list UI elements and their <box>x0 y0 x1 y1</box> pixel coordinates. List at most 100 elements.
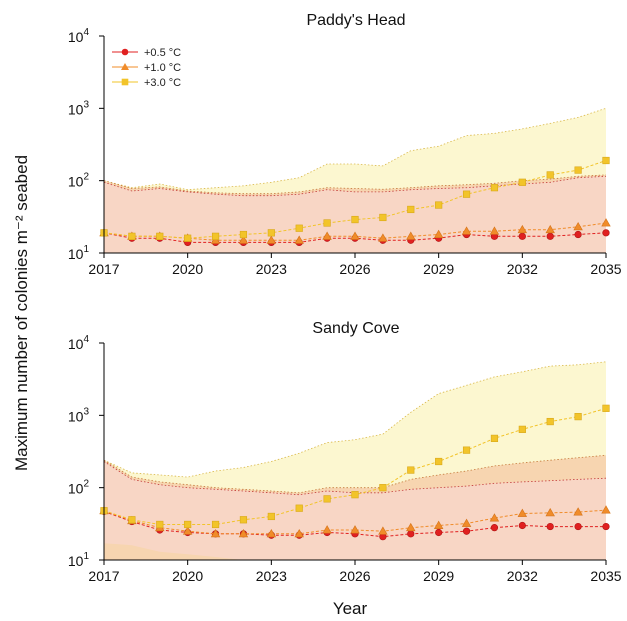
data-point <box>490 184 499 192</box>
x-tick-label: 2017 <box>88 261 119 277</box>
panel-sandy-cove: Sandy Cove 2017 2020 2023 2026 2029 2032 2035 1… <box>68 320 622 584</box>
x-tick-label: 2020 <box>172 261 203 277</box>
data-point <box>546 171 554 179</box>
confidence-bands <box>103 361 607 560</box>
data-point <box>461 226 472 235</box>
data-point <box>378 233 388 242</box>
data-point <box>266 529 277 538</box>
data-point <box>294 529 304 538</box>
x-tick-label: 2029 <box>423 568 454 584</box>
data-point <box>517 224 528 234</box>
data-point <box>156 520 164 529</box>
x-tick-label: 2029 <box>423 261 454 277</box>
data-point <box>574 413 582 421</box>
data-point <box>182 526 193 535</box>
data-point <box>489 226 500 235</box>
data-point <box>489 513 500 522</box>
data-point <box>406 231 416 240</box>
data-point <box>601 218 611 227</box>
data-point <box>323 219 331 227</box>
data-point <box>128 232 136 240</box>
series-lines <box>99 404 611 541</box>
data-point <box>545 507 555 517</box>
y-tick-exponent: 3 <box>83 406 89 417</box>
data-point <box>546 417 554 426</box>
x-tick-label: 2017 <box>88 568 119 584</box>
data-point <box>211 520 220 529</box>
data-point <box>295 504 303 512</box>
data-point <box>322 525 332 534</box>
data-point <box>490 434 499 442</box>
data-point <box>462 527 471 535</box>
data-point <box>378 526 388 535</box>
data-point <box>184 520 192 529</box>
data-point <box>379 213 387 222</box>
legend-label: +0.5 °C <box>144 47 181 59</box>
band-05c <box>104 176 606 253</box>
x-tick-label: 2023 <box>256 261 287 277</box>
y-axis-label: Maximum number of colonies m⁻² seabed <box>12 155 31 471</box>
data-point <box>239 230 248 239</box>
legend: +0.5 °C +1.0 °C +3.0 °C <box>112 47 181 89</box>
data-point <box>184 234 192 242</box>
x-tick-label: 2035 <box>590 568 621 584</box>
y-tick-exponent: 4 <box>83 27 89 38</box>
data-point <box>574 166 582 174</box>
data-point <box>602 404 610 412</box>
data-point <box>322 231 332 240</box>
series-lines <box>99 156 611 247</box>
panel-title: Paddy's Head <box>306 12 405 29</box>
data-point <box>602 229 610 237</box>
data-point <box>435 457 443 466</box>
x-tick-label: 2032 <box>507 568 538 584</box>
x-tick-label: 2023 <box>256 568 287 584</box>
data-point <box>573 222 583 231</box>
data-point <box>351 491 359 499</box>
y-tick-base: 10 <box>68 29 84 45</box>
y-tick-label: 102 <box>68 172 90 190</box>
panel-title: Sandy Cove <box>312 320 399 337</box>
legend-marker <box>121 63 129 70</box>
legend-marker <box>121 48 129 56</box>
data-point <box>462 446 471 454</box>
data-point <box>602 156 610 165</box>
x-tick-label: 2026 <box>339 261 370 277</box>
data-point <box>517 508 528 517</box>
data-point <box>545 224 555 234</box>
y-tick-exponent: 1 <box>83 551 89 562</box>
y-tick-label: 101 <box>68 551 90 569</box>
data-point <box>462 190 471 198</box>
data-point <box>407 530 415 538</box>
data-point <box>379 484 387 492</box>
data-point <box>267 512 275 521</box>
data-point <box>210 529 221 538</box>
y-tick-label: 103 <box>68 99 90 117</box>
y-tick-base: 10 <box>68 336 84 352</box>
data-point <box>407 205 415 214</box>
y-tick-label: 104 <box>68 27 90 45</box>
band-upper-edge <box>103 454 607 494</box>
data-point <box>407 466 415 474</box>
data-point <box>461 518 472 527</box>
legend-label: +1.0 °C <box>144 62 181 74</box>
x-tick-label: 2032 <box>507 261 538 277</box>
data-point <box>435 201 443 209</box>
data-point <box>406 522 416 532</box>
x-axis-label: Year <box>333 599 368 618</box>
data-point <box>295 224 303 232</box>
y-tick-exponent: 2 <box>83 172 89 183</box>
data-point <box>433 229 444 238</box>
panel-paddys-head: Paddy's Head 2017 2020 2023 2026 2029 2032 203… <box>68 12 622 277</box>
x-tick-label: 2035 <box>590 261 621 277</box>
data-point <box>546 232 554 240</box>
data-point <box>266 235 277 244</box>
y-tick-exponent: 1 <box>83 244 89 255</box>
y-tick-base: 10 <box>68 174 84 190</box>
y-tick-base: 10 <box>68 553 84 569</box>
data-point <box>574 522 582 531</box>
y-tick-exponent: 2 <box>83 479 89 490</box>
legend-label: +3.0 °C <box>144 77 181 89</box>
data-point <box>573 507 583 516</box>
y-tick-label: 101 <box>68 244 90 262</box>
